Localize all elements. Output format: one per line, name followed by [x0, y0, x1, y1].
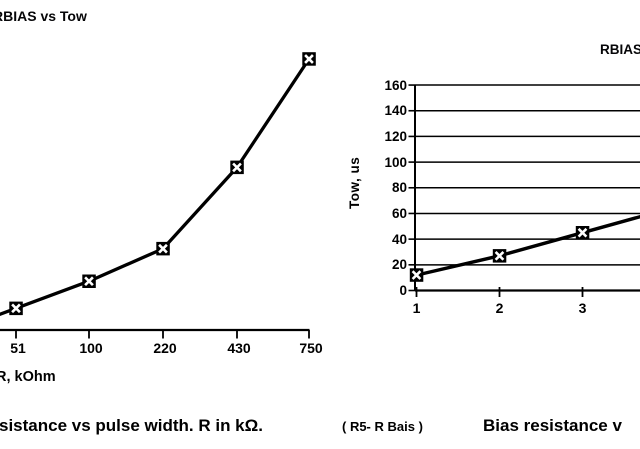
left-chart-xtick-label: 220	[153, 340, 177, 356]
right-chart-ytick-label: 0	[399, 283, 407, 298]
right-chart-caption: Bias resistance v	[483, 416, 622, 435]
left-chart-xtick-label: 100	[79, 340, 103, 356]
left-chart-title: RBIAS vs Tow	[0, 8, 87, 24]
left-chart-data-marker-x-glyph	[11, 303, 21, 314]
right-chart-ytick-label: 80	[391, 180, 407, 196]
left-chart-xtick-label: 430	[227, 340, 251, 356]
left-chart-caption-note: ( R5- R Bais )	[342, 419, 423, 434]
right-chart-ytick-label: 100	[384, 154, 407, 170]
right-chart-data-marker-x-glyph	[411, 270, 422, 280]
left-chart-data-marker-x-glyph	[304, 54, 314, 64]
left-chart-caption: sistance vs pulse width. R in kΩ.	[0, 416, 263, 435]
right-chart-series-line	[416, 214, 640, 277]
left-chart-data-marker-x-glyph	[158, 243, 168, 254]
right-chart-ytick-label: 60	[391, 205, 407, 221]
right-chart-xtick-label: 3	[578, 300, 587, 316]
right-chart-yaxis-label: Tow, us	[347, 156, 362, 210]
right-chart-data-marker-x-glyph	[494, 251, 505, 261]
left-chart-data-marker-x-glyph	[84, 276, 94, 287]
left-chart-xtick-label: 51	[10, 340, 26, 356]
left-chart-xaxis-label: R, kOhm	[0, 369, 56, 385]
right-chart-xtick-label: 1	[412, 300, 421, 316]
right-chart-data-marker-x-glyph	[577, 227, 588, 238]
right-chart-ytick-label: 120	[384, 128, 407, 144]
right-chart-ytick-label: 40	[391, 231, 407, 247]
right-chart-ytick-label: 160	[384, 77, 407, 93]
left-chart-series-line	[0, 58, 311, 317]
left-chart-data-marker-x-glyph	[232, 162, 242, 173]
right-chart-xtick-label: 2	[495, 300, 504, 316]
right-chart-ytick-label: 140	[384, 103, 407, 119]
right-chart-title: RBIAS	[600, 42, 640, 57]
left-chart-xtick-label: 750	[299, 340, 323, 356]
right-chart-ytick-label: 20	[391, 257, 407, 273]
